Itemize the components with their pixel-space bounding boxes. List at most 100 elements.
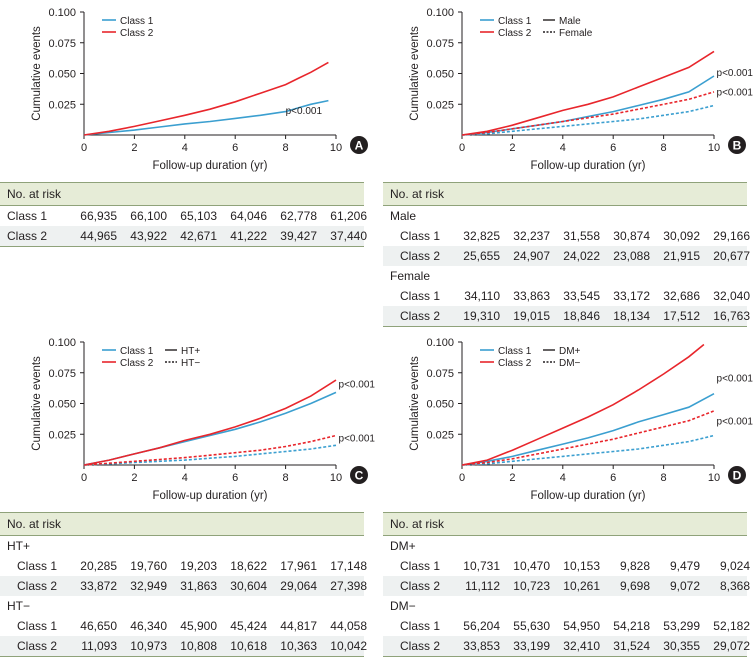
at-risk-row: Class 2 33,853 33,199 32,410 31,524 30,355 29,… — [383, 636, 750, 657]
at-risk-cell: 19,203 — [180, 559, 217, 573]
panel-badge — [728, 136, 746, 154]
at-risk-cell: 33,199 — [513, 639, 550, 653]
x-tick-label: 2 — [131, 472, 137, 484]
at-risk-cell: 37,440 — [330, 229, 367, 243]
at-risk-cell: 27,398 — [330, 579, 367, 593]
x-axis-label: Follow-up duration (yr) — [152, 160, 267, 172]
at-risk-cell: 33,872 — [80, 579, 117, 593]
at-risk-row-label: Class 1 — [17, 619, 58, 633]
x-tick-label: 8 — [661, 142, 667, 154]
at-risk-cell: 45,424 — [230, 619, 267, 633]
at-risk-cell: 17,148 — [330, 559, 367, 573]
at-risk-group-label: Female — [390, 269, 431, 283]
panel-badge — [350, 136, 368, 154]
x-tick-label: 8 — [661, 472, 667, 484]
at-risk-cell: 30,092 — [663, 229, 700, 243]
x-tick-label: 8 — [283, 142, 289, 154]
at-risk-row-label: Class 2 — [17, 639, 58, 653]
at-risk-cell: 31,863 — [180, 579, 217, 593]
chart-panel-c: 0 2 4 6 8 10 0.025 0.050 0.075 0.100 Cumulative ev… — [31, 337, 376, 502]
x-tick-label: 2 — [131, 142, 137, 154]
legend-label: Class 2 — [498, 28, 532, 39]
chart-panel-d: 0 2 4 6 8 10 0.025 0.050 0.075 0.100 Cumulative ev… — [409, 337, 754, 502]
x-axis-label: Follow-up duration (yr) — [152, 490, 267, 502]
at-risk-cell: 9,698 — [619, 579, 650, 593]
x-tick-label: 0 — [459, 472, 465, 484]
at-risk-cell: 10,261 — [563, 579, 600, 593]
y-tick-label: 0.025 — [48, 429, 76, 441]
at-risk-row-label: Class 2 — [400, 249, 441, 263]
at-risk-group-label: DM− — [390, 599, 416, 613]
at-risk-cell: 10,618 — [230, 639, 267, 653]
p-value-annotation: p<0.001 — [339, 434, 376, 445]
at-risk-cell: 32,686 — [663, 289, 700, 303]
legend-label: DM− — [559, 358, 581, 369]
x-tick-label: 10 — [708, 472, 720, 484]
at-risk-cell: 9,072 — [669, 579, 700, 593]
y-tick-label: 0.025 — [48, 99, 76, 111]
at-risk-cell: 52,182 — [713, 619, 750, 633]
at-risk-cell: 46,650 — [80, 619, 117, 633]
at-risk-cell: 32,237 — [513, 229, 550, 243]
y-tick-label: 0.050 — [426, 399, 454, 411]
at-risk-cell: 31,524 — [613, 639, 650, 653]
panel-badge-label: A — [355, 139, 364, 153]
legend-label: Class 1 — [498, 16, 532, 27]
p-value-annotation: p<0.001 — [717, 416, 754, 427]
legend-label: Male — [559, 16, 581, 27]
at-risk-cell: 11,112 — [465, 579, 500, 593]
at-risk-row-label: Class 1 — [7, 209, 48, 223]
series-line-class-2-dm- — [461, 343, 705, 466]
legend-label: Class 2 — [120, 358, 154, 369]
y-tick-label: 0.100 — [48, 7, 76, 19]
at-risk-cell: 32,410 — [563, 639, 600, 653]
at-risk-cell: 53,299 — [663, 619, 700, 633]
panel-badge-label: C — [355, 469, 364, 483]
at-risk-cell: 24,022 — [563, 249, 600, 263]
x-tick-label: 8 — [283, 472, 289, 484]
at-risk-cell: 10,470 — [513, 559, 550, 573]
series-line-class-1-ht- — [83, 391, 337, 466]
at-risk-cell: 9,479 — [669, 559, 700, 573]
y-tick-label: 0.075 — [48, 368, 76, 380]
at-risk-cell: 46,340 — [130, 619, 167, 633]
at-risk-table-a: No. at risk Class 1 66,935 66,100 65,103 64,0… — [0, 182, 367, 247]
at-risk-cell: 65,103 — [180, 209, 217, 223]
at-risk-cell: 32,825 — [463, 229, 500, 243]
at-risk-row: Class 1 46,650 46,340 45,900 45,424 44,817 44,… — [0, 616, 367, 636]
at-risk-row: Class 2 11,112 10,723 10,261 9,698 9,072 8,368 — [383, 576, 750, 596]
at-risk-cell: 44,817 — [280, 619, 317, 633]
at-risk-cell: 64,046 — [230, 209, 267, 223]
x-tick-label: 2 — [509, 472, 515, 484]
at-risk-row: Class 2 25,655 24,907 24,022 23,088 21,915 20,… — [383, 246, 750, 266]
panel-badge — [350, 466, 368, 484]
p-value-annotation: p<0.001 — [717, 373, 754, 384]
series-line-class-1-dm- — [461, 392, 715, 466]
at-risk-row-label: Class 1 — [400, 289, 441, 303]
series-line-class-2 — [83, 61, 329, 136]
at-risk-cell: 19,310 — [463, 309, 500, 323]
at-risk-cell: 19,015 — [513, 309, 550, 323]
at-risk-cell: 54,950 — [563, 619, 600, 633]
legend-label: Class 1 — [498, 346, 532, 357]
at-risk-cell: 33,863 — [513, 289, 550, 303]
x-axis-label: Follow-up duration (yr) — [530, 490, 645, 502]
at-risk-cell: 44,965 — [80, 229, 117, 243]
y-tick-label: 0.075 — [426, 38, 454, 50]
y-tick-label: 0.025 — [426, 429, 454, 441]
at-risk-row-label: Class 1 — [17, 559, 58, 573]
y-tick-label: 0.100 — [426, 337, 454, 349]
at-risk-row-label: Class 1 — [400, 619, 441, 633]
at-risk-cell: 61,206 — [330, 209, 367, 223]
x-axis-label: Follow-up duration (yr) — [530, 160, 645, 172]
x-tick-label: 0 — [459, 142, 465, 154]
at-risk-group-label: HT− — [7, 599, 31, 613]
at-risk-cell: 11,093 — [81, 639, 117, 653]
y-tick-label: 0.025 — [426, 99, 454, 111]
at-risk-cell: 31,558 — [563, 229, 600, 243]
at-risk-header: No. at risk — [0, 182, 364, 206]
x-tick-label: 4 — [182, 142, 188, 154]
at-risk-cell: 10,808 — [180, 639, 217, 653]
legend-label: Class 1 — [120, 346, 154, 357]
at-risk-cell: 21,915 — [663, 249, 700, 263]
